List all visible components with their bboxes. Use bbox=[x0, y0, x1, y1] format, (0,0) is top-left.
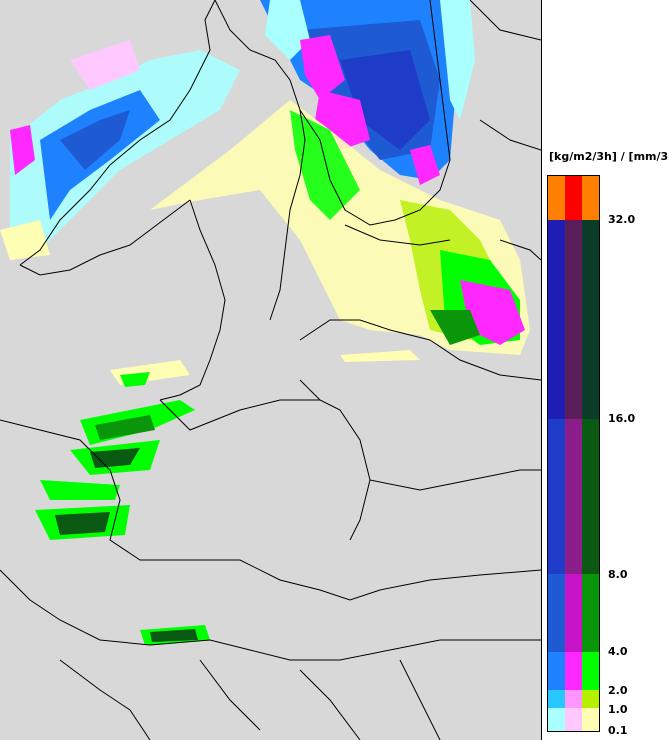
legend-band bbox=[548, 690, 599, 708]
legend-band bbox=[548, 419, 599, 574]
map-canvas bbox=[0, 0, 541, 740]
legend-tick-label: 16.0 bbox=[608, 412, 636, 425]
legend-band bbox=[548, 176, 599, 220]
legend-band bbox=[548, 708, 599, 731]
legend-band bbox=[548, 652, 599, 690]
legend-tick-label: 1.0 bbox=[608, 703, 628, 716]
legend-color-scale bbox=[547, 175, 600, 732]
legend-tick-label: 32.0 bbox=[608, 213, 636, 226]
precipitation-legend: [kg/m2/3h] / [mm/3h] 32.0 16.0 8.0 4.0 2.0 1.… bbox=[541, 0, 669, 740]
legend-tick-label: 8.0 bbox=[608, 568, 628, 581]
country-borders bbox=[0, 0, 541, 740]
legend-title: [kg/m2/3h] / [mm/3h] bbox=[549, 150, 669, 163]
legend-tick-label: 2.0 bbox=[608, 684, 628, 697]
legend-band bbox=[548, 574, 599, 652]
legend-tick-label: 0.1 bbox=[608, 724, 628, 737]
precipitation-map bbox=[0, 0, 541, 740]
legend-tick-label: 4.0 bbox=[608, 645, 628, 658]
precipitation-areas bbox=[0, 0, 530, 645]
legend-band bbox=[548, 220, 599, 419]
